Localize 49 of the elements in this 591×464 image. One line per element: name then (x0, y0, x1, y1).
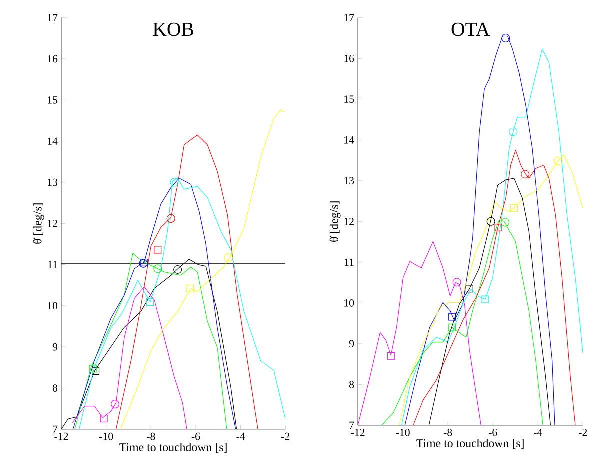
y-tick-label: 17 (48, 14, 58, 22)
y-tick-label: 15 (344, 96, 354, 103)
line-series (382, 220, 544, 426)
line-series (401, 48, 584, 426)
y-tick-label: 14 (344, 136, 354, 144)
y-axis-title: θ̇ [deg/s] (33, 204, 44, 244)
y-tick-label: 17 (344, 14, 354, 22)
y-axis-title: θ̇ [deg/s] (330, 202, 341, 242)
x-tick-label: -12 (351, 428, 365, 436)
x-tick-label: -2 (281, 432, 290, 440)
y-tick-label: 12 (48, 220, 58, 228)
x-tick-label: -10 (396, 428, 410, 436)
x-tick-label: -6 (192, 432, 200, 440)
x-tick-label: -12 (54, 432, 68, 440)
x-axis-title: Time to touchdown [s] (120, 443, 227, 453)
x-tick-label: -8 (147, 432, 156, 440)
y-tick-label: 15 (48, 96, 58, 104)
line-series (404, 36, 556, 426)
x-axis-title: Time to touchdown [s] (416, 439, 524, 449)
y-tick-label: 11 (344, 258, 354, 266)
y-tick-label: 10 (344, 299, 354, 307)
y-tick-label: 12 (344, 218, 354, 226)
line-series (358, 241, 482, 426)
x-tick-label: -4 (534, 428, 542, 436)
x-tick-label: -8 (444, 428, 452, 436)
line-series (72, 286, 188, 430)
line-series (78, 178, 286, 430)
y-tick-label: 13 (344, 177, 354, 184)
y-tick-label: 16 (48, 55, 58, 63)
y-tick-label: 9 (52, 343, 58, 351)
y-tick-label: 14 (48, 138, 58, 145)
y-tick-label: 16 (344, 54, 354, 62)
y-tick-label: 9 (349, 340, 354, 348)
y-tick-label: 10 (48, 302, 58, 310)
y-tick-label: 13 (48, 178, 58, 186)
y-tick-label: 8 (52, 384, 58, 392)
line-series (72, 178, 236, 430)
y-tick-label: 7 (53, 426, 58, 433)
line-series (116, 134, 258, 430)
x-tick-label: -10 (99, 432, 114, 440)
y-tick-label: 7 (350, 422, 354, 429)
line-series (120, 110, 286, 430)
y-tick-label: 8 (349, 380, 354, 388)
chart-title: OTA (452, 22, 490, 36)
y-tick-label: 11 (48, 261, 58, 268)
chart-title: KOB (153, 22, 194, 36)
x-tick-label: -6 (488, 428, 498, 436)
x-tick-label: -2 (579, 428, 588, 436)
x-tick-label: -4 (236, 432, 246, 440)
